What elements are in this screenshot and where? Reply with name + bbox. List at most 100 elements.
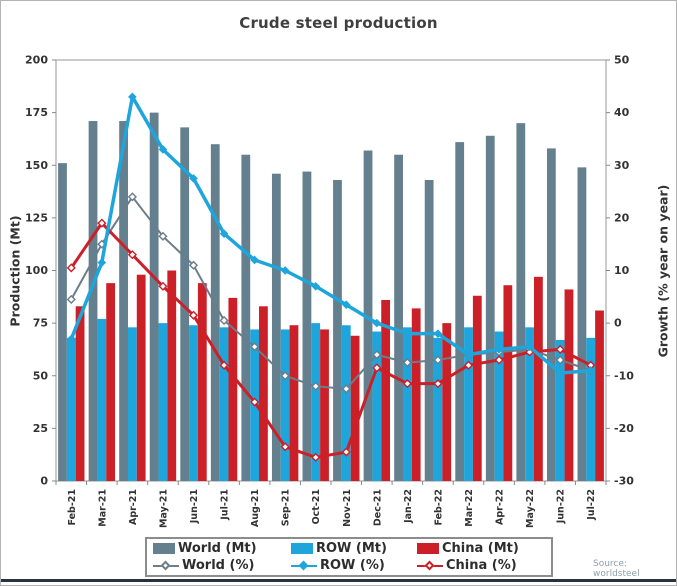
legend-label: World (%)	[182, 558, 255, 573]
legend-label: China (%)	[446, 558, 517, 573]
marker-row-jul-22	[586, 366, 596, 375]
left-axis-tick-label: 200	[25, 54, 48, 67]
bar-row-jan-22	[402, 327, 412, 481]
bar-row-oct-21	[311, 323, 321, 481]
bar-row-nov-21	[341, 325, 351, 481]
legend-item-row-line: ROW (%)	[291, 558, 417, 573]
bar-world-oct-21	[302, 171, 312, 481]
marker-china-mar-22	[463, 360, 474, 370]
bar-china-jan-22	[411, 308, 421, 481]
bar-world-jan-22	[394, 154, 403, 481]
row-bar-swatch-icon	[291, 543, 313, 554]
marker-china-jun-21	[188, 310, 199, 320]
marker-row-feb-22	[433, 329, 443, 338]
bar-world-may-22	[516, 123, 526, 482]
diamond-marker-icon	[298, 560, 309, 570]
line-row-pct	[69, 95, 593, 375]
bar-china-mar-21	[106, 283, 116, 481]
bar-row-jul-22	[586, 337, 596, 481]
marker-china-jun-22	[555, 344, 565, 355]
bar-china-apr-21	[136, 274, 146, 481]
x-axis-label-nov-21: Nov-21	[342, 489, 353, 527]
marker-world-jun-21	[188, 260, 199, 270]
marker-row-sep-21	[280, 266, 290, 275]
marker-world-dec-21	[372, 350, 382, 360]
chart-title: Crude steel production	[239, 14, 438, 32]
left-axis-tick-label: 50	[33, 369, 49, 382]
bottom-divider	[1, 579, 676, 582]
marker-row-dec-21	[372, 318, 382, 328]
bar-world-jun-22	[546, 148, 556, 481]
left-axis-tick-label: 0	[40, 475, 48, 488]
x-axis-label-feb-22: Feb-22	[433, 489, 444, 526]
right-axis-tick-label: 0	[614, 317, 622, 330]
x-axis-label-may-22: May-22	[525, 489, 536, 528]
marker-world-apr-21	[127, 192, 137, 202]
left-axis-tick-label: 125	[25, 211, 48, 224]
marker-china-jan-22	[402, 379, 412, 389]
marker-row-may-22	[525, 342, 534, 352]
right-axis-tick-label: 50	[614, 54, 630, 67]
bar-china-jun-21	[197, 283, 207, 481]
right-axis-tick-label: 30	[614, 159, 630, 172]
legend-label: China (Mt)	[442, 541, 519, 556]
bar-china-nov-21	[350, 335, 360, 481]
marker-china-feb-21	[66, 263, 76, 273]
x-axis-label-oct-21: Oct-21	[311, 489, 322, 524]
x-axis-label-jun-21: Jun-21	[189, 489, 200, 524]
marker-china-oct-21	[311, 452, 321, 462]
marker-china-nov-21	[341, 447, 351, 457]
bar-row-may-21	[158, 323, 168, 481]
marker-china-jul-21	[219, 360, 229, 370]
marker-china-apr-21	[127, 250, 137, 260]
bar-world-jun-21	[180, 127, 190, 482]
world-bar-swatch-icon	[153, 543, 175, 554]
bar-world-jul-21	[210, 144, 220, 481]
x-axis-label-feb-21: Feb-21	[67, 489, 78, 526]
x-axis-label-apr-22: Apr-22	[495, 489, 506, 525]
bar-china-jun-22	[564, 289, 574, 481]
china-bar-swatch-icon	[417, 543, 439, 554]
bar-row-feb-22	[433, 337, 443, 481]
marker-row-may-21	[158, 145, 168, 154]
diamond-marker-icon	[424, 560, 435, 570]
x-axis-label-jul-21: Jul-21	[220, 489, 231, 521]
china-line-swatch-icon	[417, 560, 443, 571]
right-axis-tick-label: -30	[614, 475, 634, 488]
bar-world-jul-22	[577, 167, 587, 482]
diamond-marker-icon	[160, 560, 171, 570]
bar-row-jun-21	[189, 325, 198, 481]
marker-row-nov-21	[341, 300, 351, 310]
bar-row-jun-22	[555, 339, 565, 481]
bar-world-mar-21	[88, 121, 98, 482]
legend-item-world-bar: World (Mt)	[153, 541, 291, 556]
legend-label: ROW (%)	[320, 558, 385, 573]
marker-world-jun-22	[555, 355, 565, 365]
marker-world-feb-22	[433, 355, 443, 365]
x-axis-label-aug-21: Aug-21	[250, 489, 261, 527]
bar-row-dec-21	[372, 331, 382, 481]
bar-world-dec-21	[363, 150, 373, 481]
marker-world-nov-21	[341, 384, 351, 394]
bar-china-apr-22	[503, 285, 513, 481]
x-axis-label-apr-21: Apr-21	[128, 489, 139, 525]
world-line-swatch-icon	[153, 560, 179, 571]
line-world-pct	[70, 195, 592, 390]
marker-row-feb-21	[66, 334, 76, 344]
row-line-swatch-icon	[291, 560, 317, 571]
bar-row-apr-22	[494, 331, 504, 481]
x-axis-label-jun-22: Jun-22	[556, 489, 567, 524]
x-axis-label-may-21: May-21	[158, 489, 169, 528]
bar-china-oct-21	[320, 329, 329, 481]
marker-world-oct-21	[311, 381, 321, 391]
marker-world-may-21	[158, 231, 168, 241]
legend-item-row-bar: ROW (Mt)	[291, 541, 417, 556]
x-axis-label-mar-21: Mar-21	[97, 489, 108, 527]
right-axis-tick-label: -10	[614, 369, 634, 382]
right-axis-tick-label: 10	[614, 264, 630, 277]
bar-world-mar-22	[455, 142, 465, 481]
x-axis-label-sep-21: Sep-21	[281, 489, 292, 526]
marker-row-jun-22	[555, 368, 565, 378]
legend-item-china-line: China (%)	[417, 558, 545, 573]
